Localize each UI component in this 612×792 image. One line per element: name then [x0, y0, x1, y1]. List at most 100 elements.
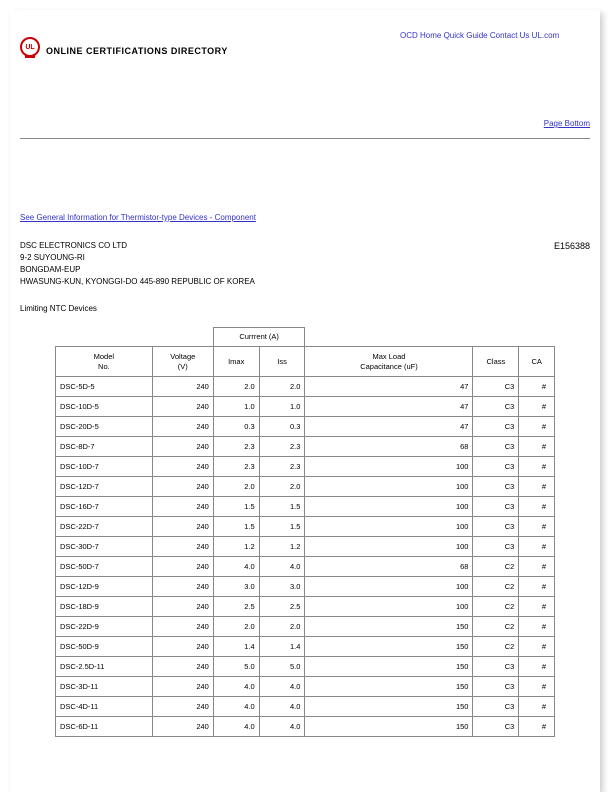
cell-imax: 4.0 — [213, 557, 259, 577]
cell-voltage: 240 — [152, 497, 213, 517]
company-addr3: HWASUNG-KUN, KYONGGI-DO 445-890 REPUBLIC… — [20, 276, 255, 288]
cell-voltage: 240 — [152, 637, 213, 657]
table-row: DSC-18D-92402.52.5100C2# — [56, 597, 555, 617]
cell-ca: # — [519, 397, 555, 417]
cell-imax: 4.0 — [213, 717, 259, 737]
table-body: DSC-5D-52402.02.047C3#DSC-10D-52401.01.0… — [56, 377, 555, 737]
cell-ca: # — [519, 377, 555, 397]
directory-title: ONLINE CERTIFICATIONS DIRECTORY — [46, 46, 228, 56]
cell-class: C3 — [473, 477, 519, 497]
col-header-class: Class — [473, 346, 519, 377]
company-addr1: 9-2 SUYOUNG-RI — [20, 252, 255, 264]
cell-imax: 0.3 — [213, 417, 259, 437]
cell-model: DSC-22D-9 — [56, 617, 153, 637]
cell-class: C3 — [473, 657, 519, 677]
page-bottom-link[interactable]: Page Bottom — [544, 119, 590, 128]
table-row: DSC-22D-72401.51.5100C3# — [56, 517, 555, 537]
cell-class: C3 — [473, 397, 519, 417]
table-row: DSC-22D-92402.02.0150C2# — [56, 617, 555, 637]
cell-class: C3 — [473, 457, 519, 477]
contact-us-link[interactable]: Contact Us — [490, 31, 530, 40]
cell-class: C3 — [473, 677, 519, 697]
cell-voltage: 240 — [152, 577, 213, 597]
table-row: DSC-16D-72401.51.5100C3# — [56, 497, 555, 517]
cell-cap: 47 — [305, 397, 473, 417]
cell-iss: 0.3 — [259, 417, 305, 437]
cell-imax: 2.5 — [213, 597, 259, 617]
cell-model: DSC-22D-7 — [56, 517, 153, 537]
cell-iss: 4.0 — [259, 557, 305, 577]
general-info-link[interactable]: See General Information for Thermistor-t… — [20, 213, 256, 222]
cell-imax: 2.0 — [213, 477, 259, 497]
ul-com-link[interactable]: UL.com — [532, 31, 560, 40]
cell-voltage: 240 — [152, 657, 213, 677]
cell-iss: 1.4 — [259, 637, 305, 657]
cell-model: DSC-3D-11 — [56, 677, 153, 697]
cell-class: C2 — [473, 597, 519, 617]
cell-model: DSC-10D-7 — [56, 457, 153, 477]
cell-cap: 47 — [305, 417, 473, 437]
quick-guide-link[interactable]: Quick Guide — [444, 31, 488, 40]
document-page: UL ONLINE CERTIFICATIONS DIRECTORY OCD H… — [10, 10, 600, 792]
cell-cap: 100 — [305, 517, 473, 537]
cell-iss: 3.0 — [259, 577, 305, 597]
page-header: UL ONLINE CERTIFICATIONS DIRECTORY OCD H… — [20, 28, 590, 57]
cell-ca: # — [519, 677, 555, 697]
cell-imax: 2.0 — [213, 617, 259, 637]
col-header-iss: Iss — [259, 346, 305, 377]
ghost-cell — [305, 328, 473, 347]
cell-model: DSC-4D-11 — [56, 697, 153, 717]
cell-cap: 150 — [305, 637, 473, 657]
ghost-cell — [56, 328, 153, 347]
cell-cap: 150 — [305, 657, 473, 677]
cell-voltage: 240 — [152, 697, 213, 717]
cell-iss: 1.5 — [259, 517, 305, 537]
cell-voltage: 240 — [152, 477, 213, 497]
cell-class: C3 — [473, 417, 519, 437]
cell-model: DSC-20D-5 — [56, 417, 153, 437]
cell-class: C3 — [473, 717, 519, 737]
cell-model: DSC-5D-5 — [56, 377, 153, 397]
cell-ca: # — [519, 657, 555, 677]
cell-imax: 1.4 — [213, 637, 259, 657]
general-info-link-wrap: See General Information for Thermistor-t… — [20, 213, 590, 222]
cell-ca: # — [519, 457, 555, 477]
cell-cap: 68 — [305, 437, 473, 457]
cell-iss: 4.0 — [259, 697, 305, 717]
cell-cap: 100 — [305, 497, 473, 517]
company-addr2: BONGDAM-EUP — [20, 264, 255, 276]
cell-iss: 4.0 — [259, 677, 305, 697]
cell-iss: 2.0 — [259, 477, 305, 497]
cell-cap: 150 — [305, 617, 473, 637]
cell-voltage: 240 — [152, 517, 213, 537]
cell-iss: 5.0 — [259, 657, 305, 677]
cell-iss: 2.5 — [259, 597, 305, 617]
ghost-cell — [473, 328, 519, 347]
company-code: E156388 — [554, 240, 590, 288]
cell-imax: 4.0 — [213, 677, 259, 697]
cell-ca: # — [519, 637, 555, 657]
table-row: DSC-8D-72402.32.368C3# — [56, 437, 555, 457]
company-address: DSC ELECTRONICS CO LTD 9-2 SUYOUNG-RI BO… — [20, 240, 255, 288]
ntc-devices-table: Currrent (A) Model No. Voltage (V) Imax … — [55, 327, 555, 737]
cell-voltage: 240 — [152, 617, 213, 637]
cell-voltage: 240 — [152, 557, 213, 577]
table-row: DSC-20D-52400.30.347C3# — [56, 417, 555, 437]
cell-voltage: 240 — [152, 437, 213, 457]
cell-class: C3 — [473, 537, 519, 557]
cell-model: DSC-50D-9 — [56, 637, 153, 657]
table-row: DSC-12D-92403.03.0100C2# — [56, 577, 555, 597]
cell-model: DSC-10D-5 — [56, 397, 153, 417]
cell-class: C3 — [473, 697, 519, 717]
ghost-cell — [152, 328, 213, 347]
cell-class: C2 — [473, 557, 519, 577]
table-row: DSC-50D-72404.04.068C2# — [56, 557, 555, 577]
cell-class: C2 — [473, 637, 519, 657]
cell-iss: 2.0 — [259, 377, 305, 397]
ocd-home-link[interactable]: OCD Home — [400, 31, 441, 40]
cell-class: C2 — [473, 617, 519, 637]
cell-cap: 100 — [305, 597, 473, 617]
table-row: DSC-12D-72402.02.0100C3# — [56, 477, 555, 497]
table-row: DSC-50D-92401.41.4150C2# — [56, 637, 555, 657]
header-divider — [20, 138, 590, 139]
